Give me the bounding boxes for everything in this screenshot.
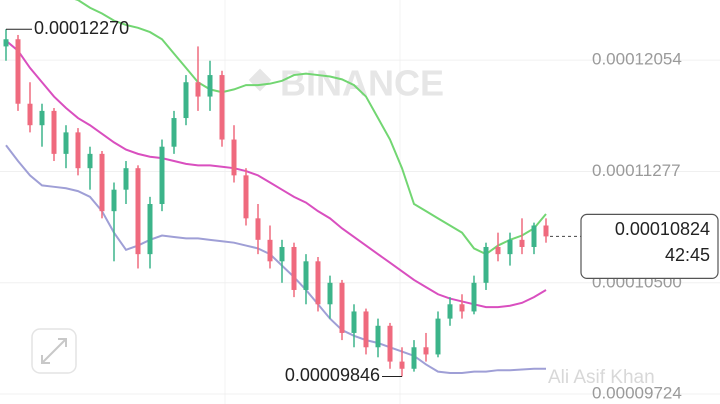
y-tick-label: 0.00012054: [592, 50, 682, 69]
candle-body: [339, 282, 345, 333]
low-annotation: 0.00009846: [285, 365, 380, 385]
candle-body: [243, 175, 249, 219]
price-tag-value: 0.00010824: [615, 219, 710, 239]
candle-body: [171, 118, 177, 147]
band-line: [5, 39, 547, 309]
candle-body: [327, 282, 333, 305]
candle-body: [75, 132, 81, 169]
candle-body: [39, 110, 45, 126]
candle-body: [471, 282, 477, 312]
candle-body: [315, 261, 321, 305]
candle-body: [483, 246, 489, 283]
candle-body: [15, 39, 21, 104]
candle-body: [351, 311, 357, 333]
candle-body: [231, 139, 237, 176]
candle-body: [183, 82, 189, 119]
expand-button[interactable]: [31, 328, 77, 374]
candle-body: [267, 239, 273, 262]
candle-body: [399, 361, 405, 369]
candle-body: [207, 75, 213, 97]
watermark: BINANCE: [280, 63, 444, 104]
y-tick-label: 0.00011277: [592, 161, 681, 180]
candle-body: [303, 261, 309, 290]
candle-body: [363, 311, 369, 348]
band-line: [5, 144, 546, 375]
candle-body: [27, 103, 33, 126]
candle-body: [87, 153, 93, 169]
candle-body: [459, 304, 465, 312]
candle-body: [291, 246, 297, 290]
candle-body: [63, 132, 69, 154]
candle-body: [279, 246, 285, 262]
price-tag: [580, 213, 719, 279]
candle-body: [447, 304, 453, 319]
candle-body: [111, 189, 117, 212]
candle-body: [543, 225, 549, 237]
candle-body: [159, 146, 165, 205]
candle-body: [219, 75, 225, 140]
plot-area: [0, 0, 720, 395]
high-annotation: 0.00012270: [34, 18, 129, 38]
candle-body: [375, 325, 381, 348]
candle-body: [51, 110, 57, 154]
countdown: 42:45: [665, 245, 710, 265]
candle-body: [3, 39, 9, 47]
candle-body: [411, 347, 417, 369]
candle-body: [123, 168, 129, 190]
candle-body: [507, 239, 513, 255]
candle-body: [531, 225, 537, 247]
candle-body: [195, 82, 201, 97]
candle-body: [99, 153, 105, 212]
candle-body: [495, 246, 501, 255]
y-tick-label: 0.00009724: [592, 383, 682, 402]
credit-watermark: Ali Asif Khan: [548, 367, 655, 388]
candle-body: [435, 318, 441, 355]
candle-body: [423, 347, 429, 355]
band-line: [74, 0, 547, 256]
candle-body: [519, 239, 525, 247]
candle-body: [387, 325, 393, 362]
candle-body: [147, 204, 153, 255]
candle-body: [135, 168, 141, 255]
candle-body: [255, 218, 261, 240]
